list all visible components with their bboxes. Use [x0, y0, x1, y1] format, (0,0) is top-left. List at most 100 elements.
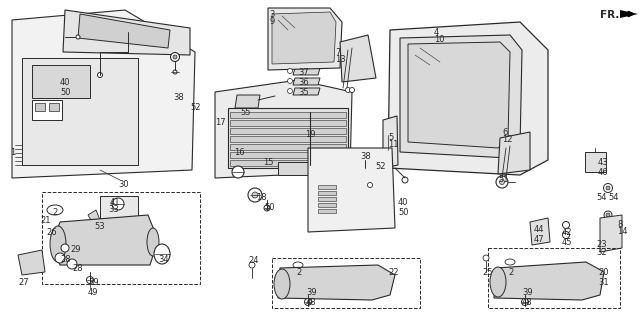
Polygon shape — [52, 215, 158, 265]
Circle shape — [606, 186, 610, 190]
Text: 3: 3 — [269, 10, 275, 19]
Circle shape — [287, 69, 292, 73]
Bar — [272, 258, 420, 308]
Text: 50: 50 — [60, 88, 70, 97]
Polygon shape — [494, 262, 604, 300]
Circle shape — [287, 88, 292, 93]
Polygon shape — [278, 162, 308, 175]
Circle shape — [604, 211, 612, 219]
Polygon shape — [388, 22, 548, 175]
Bar — [35, 103, 45, 111]
Bar — [42, 192, 200, 284]
Text: FR.: FR. — [600, 10, 620, 20]
Circle shape — [67, 259, 77, 269]
Text: 48: 48 — [522, 298, 532, 307]
Circle shape — [360, 151, 369, 160]
Polygon shape — [63, 10, 190, 55]
Bar — [318, 203, 336, 207]
Text: 52: 52 — [375, 162, 385, 171]
Circle shape — [563, 221, 570, 228]
Text: 18: 18 — [256, 193, 267, 202]
Circle shape — [248, 188, 262, 202]
Text: 13: 13 — [335, 55, 346, 64]
Text: 42: 42 — [562, 228, 573, 237]
Circle shape — [483, 255, 489, 261]
Circle shape — [346, 87, 351, 93]
Circle shape — [264, 205, 270, 211]
Text: 28: 28 — [72, 264, 83, 273]
Circle shape — [252, 192, 258, 198]
Polygon shape — [600, 215, 622, 252]
Text: 10: 10 — [434, 35, 445, 44]
Text: 26: 26 — [46, 228, 56, 237]
Text: 50: 50 — [398, 208, 408, 217]
Polygon shape — [230, 120, 346, 126]
Circle shape — [349, 87, 355, 93]
Text: 2: 2 — [52, 208, 57, 217]
Text: 46: 46 — [598, 168, 609, 177]
Circle shape — [606, 213, 610, 217]
Polygon shape — [230, 144, 346, 150]
Text: 38: 38 — [173, 93, 184, 102]
Text: 55: 55 — [240, 108, 250, 117]
Text: 17: 17 — [215, 118, 226, 127]
Polygon shape — [78, 14, 170, 48]
Text: 29: 29 — [70, 245, 81, 254]
Polygon shape — [12, 10, 195, 178]
Text: 41: 41 — [110, 198, 120, 207]
Text: 15: 15 — [263, 158, 273, 167]
Text: 16: 16 — [234, 148, 244, 157]
Polygon shape — [88, 210, 100, 222]
Text: 43: 43 — [598, 158, 609, 167]
Polygon shape — [228, 108, 348, 168]
Text: 4: 4 — [434, 28, 439, 37]
Text: 24: 24 — [248, 256, 259, 265]
Circle shape — [496, 176, 508, 188]
Ellipse shape — [274, 269, 290, 299]
Text: 39: 39 — [306, 288, 317, 297]
Circle shape — [563, 232, 570, 239]
Polygon shape — [408, 42, 510, 148]
Ellipse shape — [50, 226, 66, 262]
Text: 11: 11 — [388, 140, 399, 149]
Bar — [318, 185, 336, 189]
Text: 8: 8 — [617, 220, 622, 229]
Polygon shape — [100, 196, 138, 218]
Text: 33: 33 — [108, 205, 119, 214]
Circle shape — [604, 183, 612, 192]
Polygon shape — [18, 250, 45, 275]
Text: 45: 45 — [562, 238, 573, 247]
Polygon shape — [272, 12, 336, 64]
Circle shape — [170, 53, 179, 62]
Polygon shape — [278, 265, 395, 300]
Polygon shape — [620, 10, 638, 18]
Circle shape — [305, 299, 312, 306]
Text: 30: 30 — [118, 180, 129, 189]
Text: 19: 19 — [305, 130, 316, 139]
Text: 20: 20 — [598, 268, 609, 277]
Bar — [318, 209, 336, 213]
Polygon shape — [230, 136, 346, 142]
Text: 54: 54 — [608, 193, 618, 202]
Text: 52: 52 — [190, 103, 200, 112]
Polygon shape — [340, 35, 376, 82]
Polygon shape — [585, 152, 606, 172]
Text: 53: 53 — [94, 222, 104, 231]
Text: 51: 51 — [498, 175, 509, 184]
Text: 1: 1 — [10, 148, 15, 157]
Polygon shape — [293, 78, 320, 85]
Text: 49: 49 — [88, 288, 99, 297]
Text: 28: 28 — [60, 255, 70, 264]
Text: 39: 39 — [88, 278, 99, 287]
Circle shape — [363, 153, 367, 157]
Polygon shape — [230, 128, 346, 134]
Text: 36: 36 — [298, 78, 308, 87]
Text: 48: 48 — [306, 298, 317, 307]
Text: 34: 34 — [158, 255, 168, 264]
Text: 37: 37 — [298, 68, 308, 77]
Text: 47: 47 — [534, 235, 545, 244]
Text: 39: 39 — [522, 288, 532, 297]
Polygon shape — [400, 35, 522, 158]
Text: 14: 14 — [617, 227, 627, 236]
Polygon shape — [235, 95, 260, 108]
